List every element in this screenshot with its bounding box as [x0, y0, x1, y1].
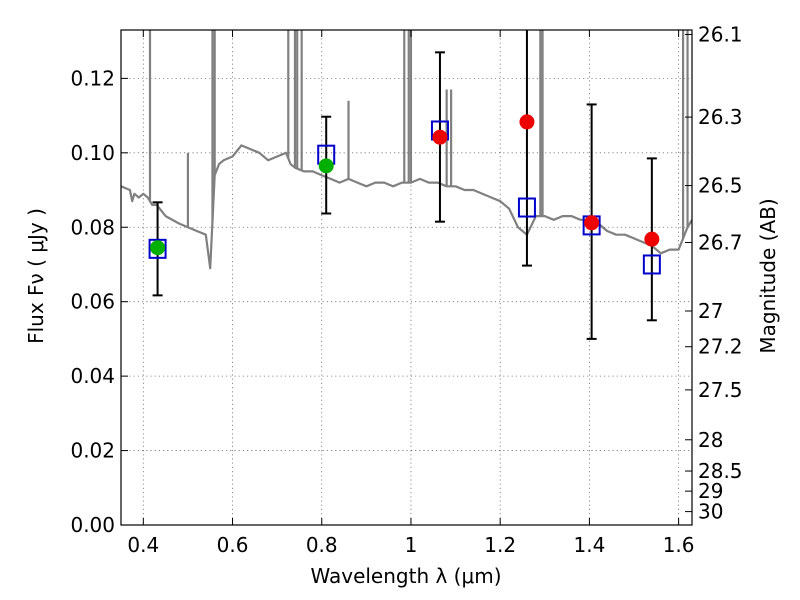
right-tick-label: 29	[698, 479, 723, 503]
point-layer	[150, 114, 660, 256]
model-square	[642, 254, 661, 275]
tick-layer	[121, 30, 692, 526]
plot-frame	[120, 29, 693, 526]
red-point	[519, 114, 535, 130]
right-tick-label: 26.1	[698, 22, 743, 46]
right-tick-label: 27.5	[698, 378, 743, 402]
y-tick-label: 0.02	[70, 439, 115, 463]
y-tick-label: 0.04	[70, 364, 115, 388]
template-spectrum-line	[121, 144, 692, 270]
grid-layer	[121, 30, 692, 526]
y-tick-label: 0.06	[70, 290, 115, 314]
right-tick-label: 27.2	[698, 335, 743, 359]
y-tick-label: 0.10	[70, 141, 115, 165]
x-tick-label: 1.2	[484, 533, 516, 557]
red-point	[644, 231, 660, 247]
right-axis-label: Magnitude (AB)	[756, 198, 780, 353]
label-layer: 0.4 0.6 0.8 1 1.2 1.4 1.6 0.00 0.02 0.04 0.06 0.08 0…	[70, 22, 742, 557]
right-tick-label: 28.5	[698, 459, 743, 483]
right-tick-label: 26.7	[698, 231, 743, 255]
green-point	[318, 158, 334, 174]
x-tick-label: 1.4	[573, 533, 605, 557]
green-point	[150, 240, 166, 256]
right-tick-label: 27	[698, 299, 723, 323]
x-tick-label: 1	[405, 533, 418, 557]
x-axis-label: Wavelength λ (μm)	[310, 564, 501, 588]
right-tick-label: 28	[698, 428, 723, 452]
y-tick-label: 0.08	[70, 215, 115, 239]
right-tick-label: 26.5	[698, 174, 743, 198]
model-square	[148, 238, 167, 259]
red-point	[584, 215, 600, 231]
model-square	[517, 197, 536, 218]
y-axis-label: Flux Fν ( μJy )	[24, 208, 48, 344]
spectrum-layer	[121, 30, 692, 270]
y-tick-label: 0.12	[70, 66, 115, 90]
x-tick-label: 1.6	[663, 533, 695, 557]
x-tick-label: 0.6	[217, 533, 249, 557]
y-tick-label: 0.00	[70, 513, 115, 537]
right-tick-label: 30	[698, 500, 723, 524]
x-tick-label: 0.8	[306, 533, 338, 557]
right-tick-label: 26.3	[698, 105, 743, 129]
x-tick-label: 0.4	[127, 533, 159, 557]
red-point	[432, 129, 448, 145]
